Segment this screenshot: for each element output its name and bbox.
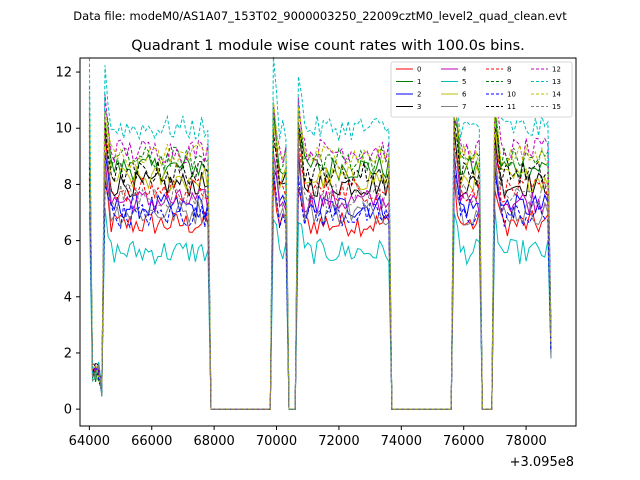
y-tick-label: 2 — [64, 346, 72, 361]
x-tick-label: 78000 — [505, 434, 546, 449]
legend-label: 9 — [507, 78, 511, 86]
series-line-6 — [88, 120, 552, 410]
legend-label: 2 — [417, 91, 421, 99]
series-line-9 — [88, 96, 552, 410]
legend-label: 1 — [417, 78, 421, 86]
series-layer — [88, 56, 552, 410]
x-tick-label: 70000 — [256, 434, 297, 449]
y-tick-label: 8 — [64, 178, 72, 193]
data-file-caption: Data file: modeM0/AS1A07_153T02_90000032… — [73, 9, 567, 23]
x-tick-label: 64000 — [69, 434, 110, 449]
legend-label: 4 — [462, 66, 467, 74]
series-line-10 — [88, 166, 552, 410]
legend-label: 11 — [507, 103, 516, 111]
y-tick-label: 12 — [55, 66, 72, 81]
series-line-5 — [88, 207, 552, 410]
y-tick-label: 6 — [64, 234, 72, 249]
legend-label: 10 — [507, 91, 516, 99]
legend-label: 5 — [462, 78, 466, 86]
series-line-14 — [88, 93, 552, 410]
legend-label: 12 — [552, 66, 561, 74]
x-tick-label: 66000 — [131, 434, 172, 449]
legend-label: 8 — [507, 66, 511, 74]
series-line-11 — [88, 114, 552, 410]
x-tick-label: 68000 — [193, 434, 234, 449]
x-tick-label: 74000 — [381, 434, 422, 449]
series-line-0 — [88, 176, 552, 410]
plot-frame — [79, 57, 577, 427]
legend-label: 6 — [462, 91, 467, 99]
x-tick-label: 76000 — [443, 434, 484, 449]
axis-ticks: 64000 66000 68000 70000 72000 74000 76000 78000… — [55, 66, 546, 449]
legend-label: 0 — [417, 66, 421, 74]
legend-label: 15 — [552, 103, 561, 111]
chart-title: Quadrant 1 module wise count rates with … — [131, 38, 525, 54]
x-tick-label: 72000 — [318, 434, 359, 449]
y-tick-label: 10 — [55, 122, 72, 137]
y-tick-label: 4 — [64, 290, 72, 305]
legend-label: 14 — [552, 91, 561, 99]
legend-label: 7 — [462, 103, 466, 111]
series-line-8 — [88, 130, 552, 410]
series-line-15 — [88, 138, 552, 410]
y-tick-label: 0 — [64, 403, 72, 418]
series-line-13 — [88, 56, 552, 410]
legend-label: 3 — [417, 103, 421, 111]
x-offset-label: +3.095e8 — [510, 455, 574, 470]
legend-box — [390, 61, 573, 118]
legend-label: 13 — [552, 78, 561, 86]
